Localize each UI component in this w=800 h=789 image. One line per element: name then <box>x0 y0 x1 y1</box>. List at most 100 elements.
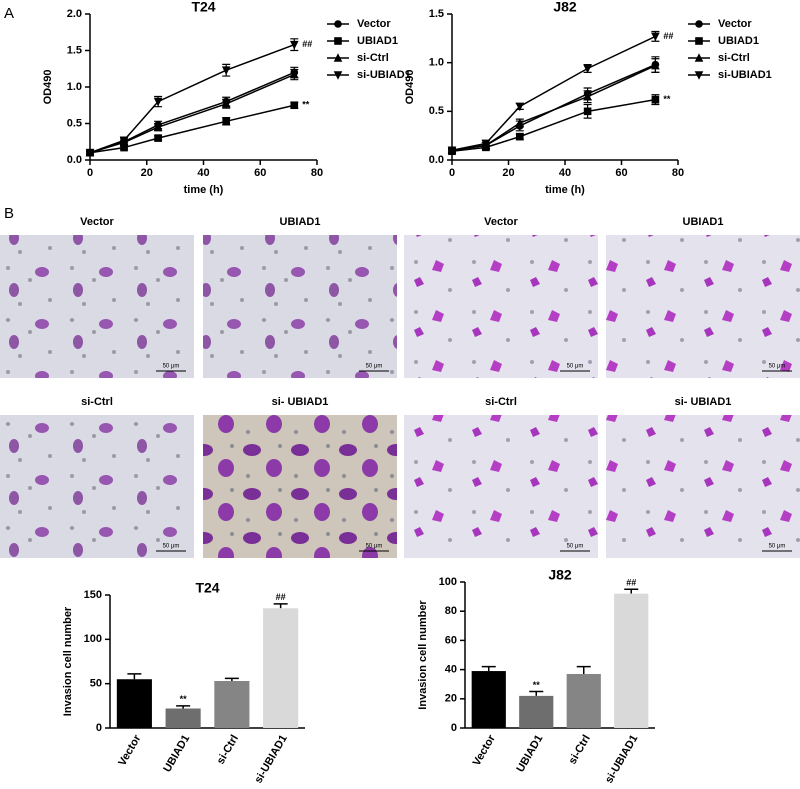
y-tick-label: 100 <box>84 633 102 645</box>
micrograph <box>0 415 194 558</box>
significance: ** <box>302 100 310 110</box>
bar <box>471 671 506 728</box>
y-axis-label: OD490 <box>404 70 416 105</box>
marker <box>153 122 163 131</box>
scale-bar-label: 50 μm <box>366 544 383 550</box>
marker <box>481 139 491 149</box>
micrograph <box>0 235 194 378</box>
significance: ** <box>533 680 541 690</box>
x-tick-label: UBIAD1 <box>161 733 192 774</box>
scale-bar-label: 50 μm <box>769 364 786 370</box>
x-tick-label: 20 <box>502 167 514 179</box>
error-bar <box>224 677 239 682</box>
legend-label: Vector <box>357 18 391 30</box>
y-tick-label: 50 <box>90 678 102 690</box>
series-line <box>451 63 656 152</box>
bar <box>116 679 152 728</box>
error-bar <box>176 705 191 709</box>
error-bar <box>273 603 288 609</box>
marker <box>290 101 299 110</box>
image-title: si-Ctrl <box>485 396 517 408</box>
y-tick-label: 0.5 <box>67 117 82 129</box>
legend-label: Vector <box>718 18 752 30</box>
x-tick-label: Vector <box>116 732 144 768</box>
y-tick-label: 20 <box>445 693 457 705</box>
y-tick-label: 1.5 <box>429 8 444 20</box>
y-tick-label: 0 <box>451 722 457 734</box>
marker <box>85 148 95 158</box>
bar <box>519 695 554 728</box>
legend-marker <box>695 20 703 28</box>
y-tick-label: 80 <box>445 605 457 617</box>
y-tick-label: 40 <box>445 664 457 676</box>
bar <box>214 681 250 728</box>
micrograph <box>606 415 800 558</box>
y-tick-label: 1.0 <box>429 57 444 69</box>
y-tick-label: 0.0 <box>429 154 444 166</box>
image-title: UBIAD1 <box>280 216 321 228</box>
x-tick-label: 40 <box>559 167 571 179</box>
scale-bar-label: 50 μm <box>163 544 180 550</box>
micrograph <box>203 415 397 558</box>
y-tick-label: 2.0 <box>67 8 82 20</box>
bar <box>165 708 201 728</box>
x-tick-label: UBIAD1 <box>514 733 545 774</box>
y-tick-label: 100 <box>439 576 457 588</box>
image-title: si- UBIAD1 <box>272 396 329 408</box>
micrograph <box>404 415 598 558</box>
y-axis-label: OD490 <box>42 70 54 105</box>
error-bar <box>624 588 639 594</box>
marker <box>651 60 660 70</box>
x-tick-label: Vector <box>471 732 499 768</box>
bar <box>566 673 601 728</box>
chart-title: J82 <box>548 567 572 583</box>
legend-label: si-Ctrl <box>357 52 389 64</box>
micrograph <box>606 235 800 378</box>
bar <box>263 608 299 728</box>
marker <box>221 98 231 108</box>
y-tick-label: 0.5 <box>429 105 444 117</box>
y-tick-label: 0 <box>96 722 102 734</box>
legend-label: UBIAD1 <box>718 35 759 47</box>
marker <box>290 40 299 50</box>
image-title: UBIAD1 <box>683 216 724 228</box>
bar <box>614 593 649 728</box>
x-tick-label: 40 <box>197 167 209 179</box>
significance: ** <box>663 94 671 104</box>
x-tick-label: 80 <box>672 167 684 179</box>
image-title: si-Ctrl <box>81 396 113 408</box>
marker <box>447 146 457 156</box>
x-tick-label: si-Ctrl <box>215 733 241 767</box>
significance: ## <box>276 592 286 602</box>
y-tick-label: 1.0 <box>67 81 82 93</box>
legend-label: si-Ctrl <box>718 52 750 64</box>
marker <box>651 32 660 42</box>
x-tick-label: 80 <box>311 167 323 179</box>
panel-label: B <box>4 205 14 222</box>
x-tick-label: 60 <box>615 167 627 179</box>
significance: ## <box>663 31 673 41</box>
marker <box>119 136 129 146</box>
x-tick-label: 20 <box>141 167 153 179</box>
micrograph <box>203 235 397 378</box>
y-tick-label: 150 <box>84 589 102 601</box>
marker <box>154 134 162 142</box>
scale-bar-label: 50 μm <box>163 364 180 370</box>
x-tick-label: si-UBIAD1 <box>603 733 640 786</box>
marker <box>515 118 525 127</box>
error-bar <box>481 665 496 672</box>
scale-bar-label: 50 μm <box>769 544 786 550</box>
marker <box>221 66 231 76</box>
chart-title: T24 <box>191 0 215 15</box>
chart-title: J82 <box>553 0 577 15</box>
image-title: si- UBIAD1 <box>675 396 732 408</box>
marker <box>583 91 592 101</box>
x-axis-label: time (h) <box>545 184 585 196</box>
legend-marker <box>694 53 704 62</box>
x-tick-label: 60 <box>254 167 266 179</box>
y-axis-label: Invasion cell number <box>417 600 429 710</box>
scale-bar-label: 50 μm <box>366 364 383 370</box>
legend-marker <box>334 20 342 28</box>
y-tick-label: 0.0 <box>67 154 82 166</box>
